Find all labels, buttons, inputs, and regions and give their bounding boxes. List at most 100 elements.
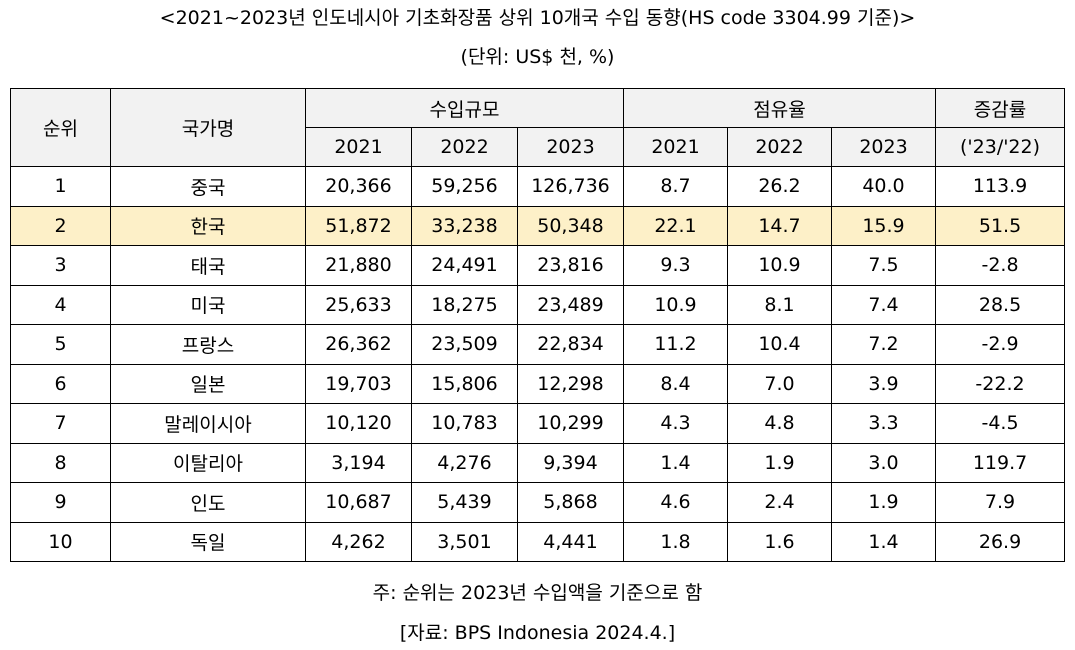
cell-share-2021: 11.2 [623,324,728,365]
cell-share-2021: 1.4 [623,442,728,483]
cell-share-2021: 4.6 [623,482,728,523]
cell-share-2023: 7.4 [830,284,937,325]
cell-share-2021: 8.7 [623,166,728,207]
cell-growth: 28.5 [935,284,1066,325]
cell-import-2023: 23,816 [517,245,624,286]
cell-growth: 113.9 [935,166,1066,207]
header-share: 점유율 [622,88,937,128]
cell-import-2021: 3,194 [305,442,412,483]
cell-share-2023: 3.9 [830,363,937,404]
cell-share-2022: 1.6 [727,521,832,562]
table-row: 10 독일 4,262 3,501 4,441 1.8 1.6 1.4 26.9 [10,521,1066,562]
cell-share-2021: 9.3 [623,245,728,286]
cell-import-2021: 26,362 [305,324,412,365]
cell-country: 미국 [110,284,306,325]
table-header: 순위 국가명 수입규모 점유율 증감률 2021 2022 2023 2021 … [10,88,1066,167]
cell-rank: 7 [10,403,111,444]
import-table: 순위 국가명 수입규모 점유율 증감률 2021 2022 2023 2021 … [10,88,1066,562]
cell-import-2022: 3,501 [411,521,518,562]
header-rank: 순위 [10,88,111,167]
cell-rank: 3 [10,245,111,286]
cell-import-2021: 4,262 [305,521,412,562]
cell-share-2022: 1.9 [727,442,832,483]
header-import-year-2021: 2021 [305,127,412,167]
cell-rank: 9 [10,482,111,523]
cell-share-2022: 26.2 [727,166,832,207]
header-share-year-2022: 2022 [727,127,832,167]
cell-import-2022: 10,783 [411,403,518,444]
cell-import-2021: 51,872 [305,205,412,246]
cell-import-2021: 20,366 [305,166,412,207]
cell-country: 이탈리아 [110,442,306,483]
cell-import-2022: 24,491 [411,245,518,286]
cell-share-2023: 1.4 [830,521,937,562]
cell-rank: 6 [10,363,111,404]
cell-import-2022: 15,806 [411,363,518,404]
cell-import-2021: 25,633 [305,284,412,325]
cell-growth: -4.5 [935,403,1066,444]
table-row: 2 한국 51,872 33,238 50,348 22.1 14.7 15.9 51.5 [10,205,1066,246]
cell-import-2023: 50,348 [517,205,624,246]
cell-share-2023: 7.2 [830,324,937,365]
cell-import-2023: 12,298 [517,363,624,404]
table-row: 1 중국 20,366 59,256 126,736 8.7 26.2 40.0 113.9 [10,166,1066,207]
cell-growth: -22.2 [935,363,1066,404]
cell-rank: 10 [10,521,111,562]
cell-import-2023: 10,299 [517,403,624,444]
header-growth: 증감률 [935,88,1066,128]
cell-import-2022: 23,509 [411,324,518,365]
cell-share-2023: 15.9 [830,205,937,246]
cell-share-2021: 10.9 [623,284,728,325]
cell-share-2022: 4.8 [727,403,832,444]
cell-country: 일본 [110,363,306,404]
cell-import-2023: 4,441 [517,521,624,562]
cell-rank: 5 [10,324,111,365]
table-row: 9 인도 10,687 5,439 5,868 4.6 2.4 1.9 7.9 [10,482,1066,523]
cell-import-2023: 9,394 [517,442,624,483]
cell-share-2021: 1.8 [623,521,728,562]
cell-country: 프랑스 [110,324,306,365]
cell-share-2022: 7.0 [727,363,832,404]
cell-import-2022: 59,256 [411,166,518,207]
header-import-value: 수입규모 [305,88,624,128]
cell-growth: 51.5 [935,205,1066,246]
cell-rank: 4 [10,284,111,325]
cell-share-2023: 1.9 [830,482,937,523]
cell-growth: 119.7 [935,442,1066,483]
cell-import-2022: 33,238 [411,205,518,246]
cell-rank: 8 [10,442,111,483]
cell-growth: -2.9 [935,324,1066,365]
cell-import-2021: 10,687 [305,482,412,523]
cell-import-2021: 21,880 [305,245,412,286]
cell-share-2021: 8.4 [623,363,728,404]
cell-share-2022: 8.1 [727,284,832,325]
cell-share-2022: 10.9 [727,245,832,286]
cell-rank: 2 [10,205,111,246]
header-growth-period: ('23/'22) [935,127,1066,167]
cell-import-2022: 4,276 [411,442,518,483]
cell-import-2022: 18,275 [411,284,518,325]
table-title: <2021~2023년 인도네시아 기초화장품 상위 10개국 수입 동향(HS… [159,7,916,29]
cell-share-2023: 40.0 [830,166,937,207]
cell-country: 태국 [110,245,306,286]
cell-import-2022: 5,439 [411,482,518,523]
cell-share-2021: 22.1 [623,205,728,246]
cell-country: 중국 [110,166,306,207]
source-label: [자료: BPS Indonesia 2024.4.] [399,622,676,644]
cell-share-2023: 7.5 [830,245,937,286]
cell-import-2023: 5,868 [517,482,624,523]
cell-import-2021: 19,703 [305,363,412,404]
table-row: 5 프랑스 26,362 23,509 22,834 11.2 10.4 7.2 -2.9 [10,324,1066,365]
table-row: 6 일본 19,703 15,806 12,298 8.4 7.0 3.9 -22.2 [10,363,1066,404]
cell-growth: -2.8 [935,245,1066,286]
unit-label: (단위: US$ 천, %) [460,46,615,68]
cell-import-2021: 10,120 [305,403,412,444]
cell-import-2023: 126,736 [517,166,624,207]
cell-growth: 7.9 [935,482,1066,523]
cell-country: 인도 [110,482,306,523]
cell-share-2022: 10.4 [727,324,832,365]
table-row: 3 태국 21,880 24,491 23,816 9.3 10.9 7.5 -2.8 [10,245,1066,286]
cell-country: 말레이시아 [110,403,306,444]
cell-share-2022: 2.4 [727,482,832,523]
header-country: 국가명 [110,88,306,167]
